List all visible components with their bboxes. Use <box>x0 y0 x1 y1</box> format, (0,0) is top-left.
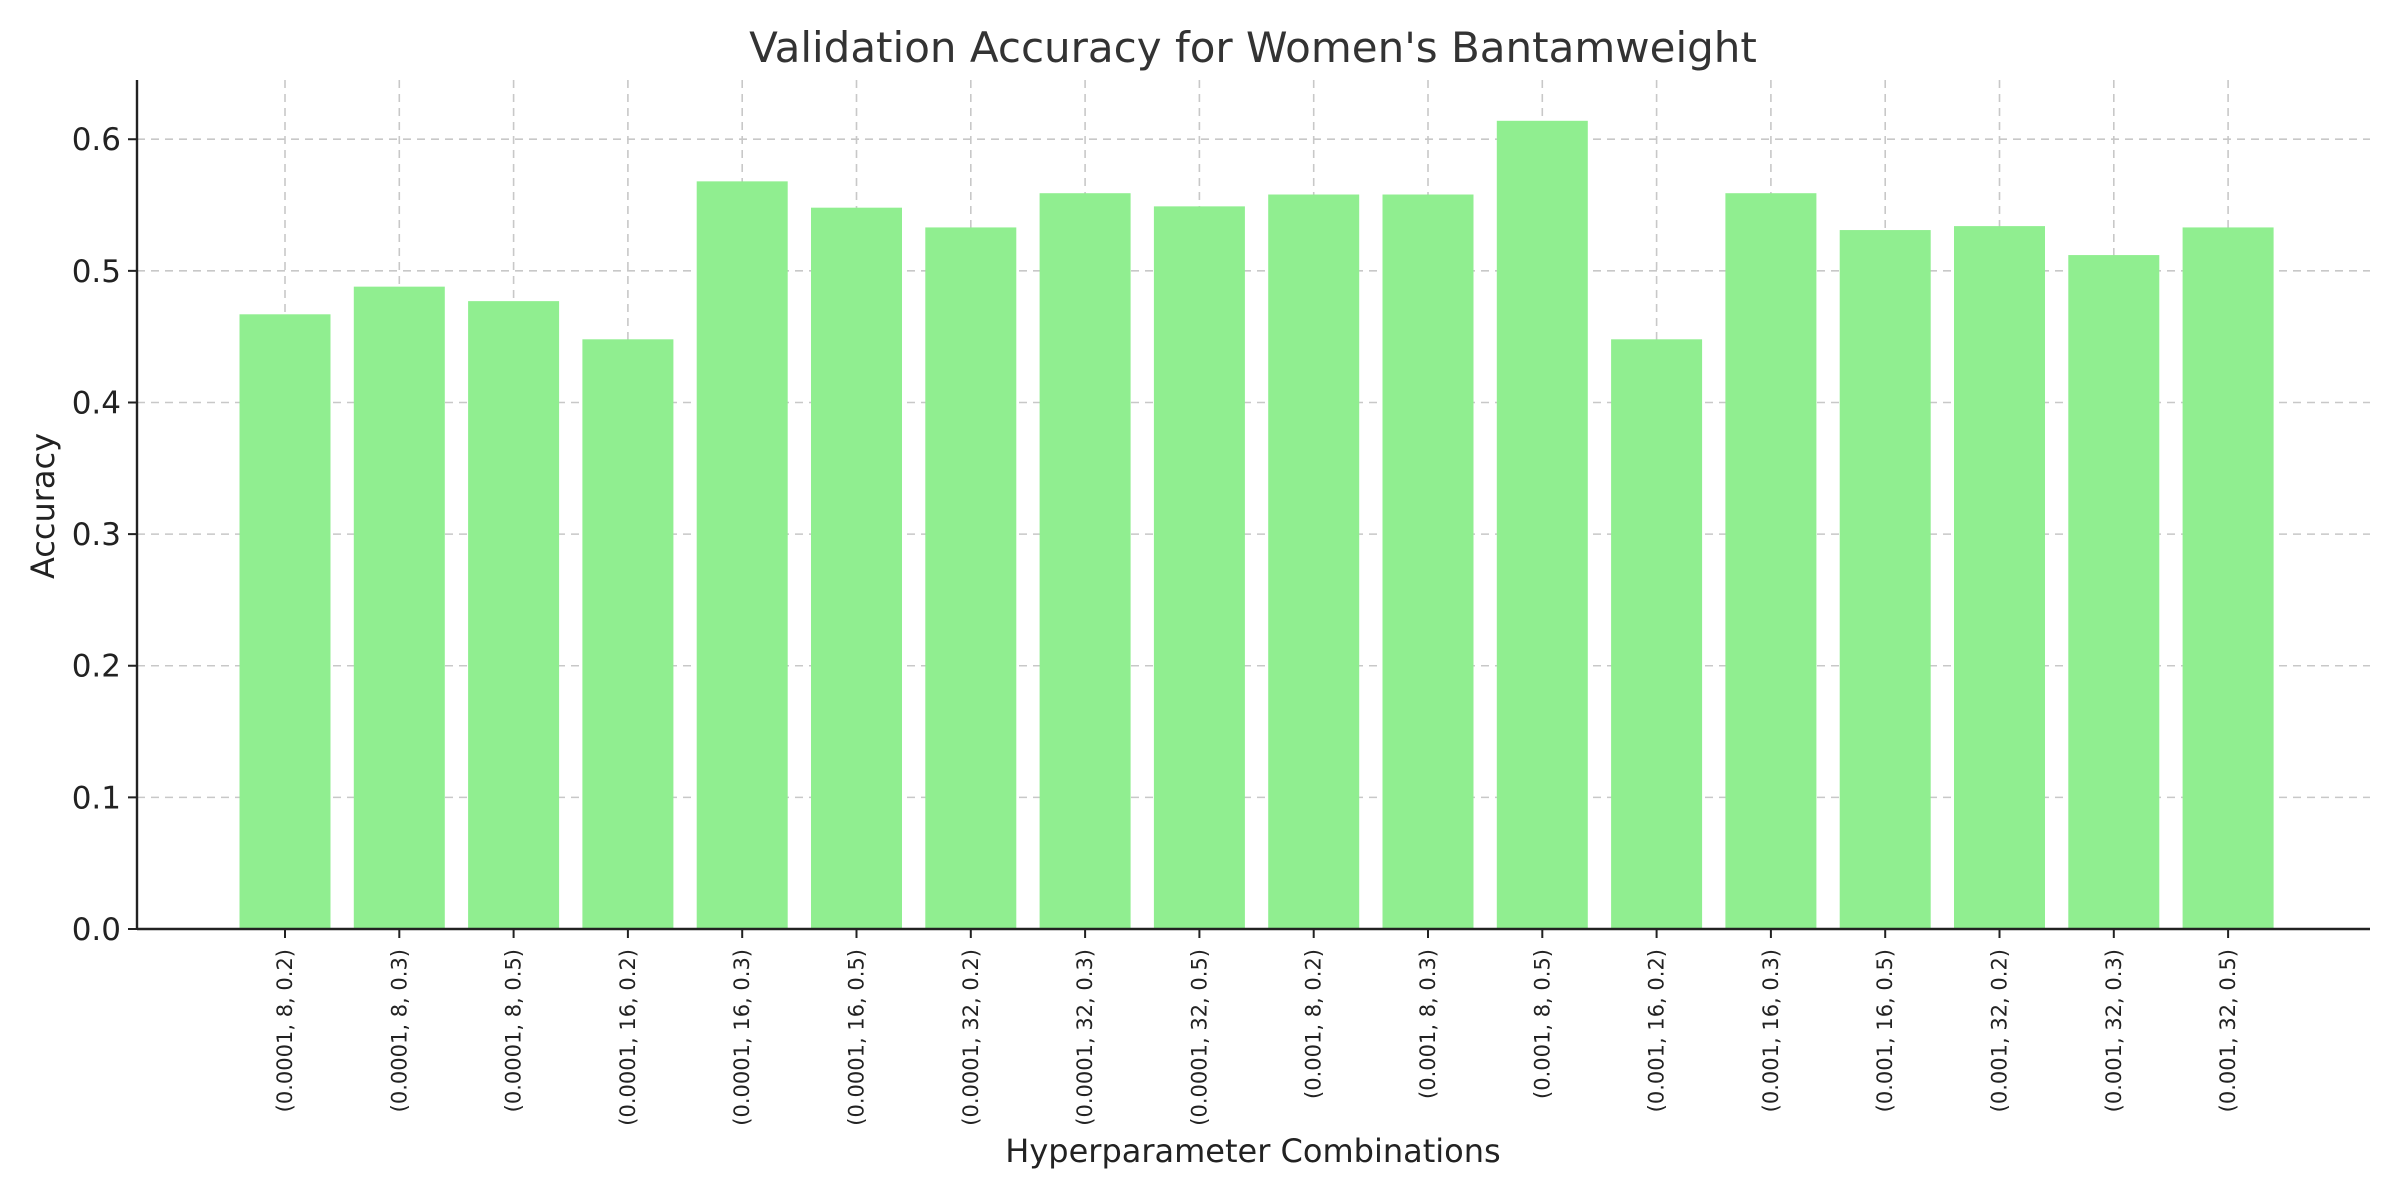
bar <box>2182 227 2274 930</box>
x-tick-label: (0.0001, 16, 0.2) <box>616 949 640 1126</box>
bars <box>239 120 2274 930</box>
x-tick-label: (0.0001, 16, 0.3) <box>730 949 754 1126</box>
y-tick-label: 0.2 <box>72 649 121 685</box>
bar <box>353 286 445 929</box>
x-tick-label: (0.001, 16, 0.5) <box>1873 949 1897 1112</box>
x-tick-label: (0.001, 8, 0.3) <box>1416 949 1440 1099</box>
y-tick-label: 0.3 <box>72 517 121 553</box>
chart-title: Validation Accuracy for Women's Bantamwe… <box>749 23 1757 72</box>
x-tick-label: (0.0001, 32, 0.5) <box>1187 949 1211 1126</box>
bar <box>1611 339 1703 929</box>
bar <box>1496 120 1588 930</box>
y-tick-label: 0.5 <box>72 254 121 290</box>
bar <box>925 227 1017 930</box>
x-tick-label: (0.0001, 8, 0.2) <box>273 949 297 1112</box>
bar <box>811 207 902 929</box>
bar <box>1039 193 1131 929</box>
y-axis-ticks: 0.0 0.1 0.2 0.3 0.4 0.5 0.6 <box>72 122 137 948</box>
bar <box>1839 230 1931 930</box>
x-tick-label: (0.0001, 8, 0.3) <box>387 949 411 1112</box>
x-tick-label: (0.001, 32, 0.5) <box>2216 949 2240 1112</box>
bar <box>239 314 331 929</box>
bar <box>1268 194 1360 929</box>
x-tick-label: (0.0001, 8, 0.5) <box>502 949 526 1112</box>
x-tick-label: (0.001, 16, 0.2) <box>1645 949 1669 1112</box>
x-tick-label: (0.001, 32, 0.2) <box>1988 949 2012 1112</box>
bar <box>696 181 788 929</box>
x-tick-label: (0.0001, 32, 0.3) <box>1073 949 1097 1126</box>
y-tick-label: 0.4 <box>72 385 121 421</box>
x-tick-label: (0.001, 16, 0.3) <box>1759 949 1783 1112</box>
bar <box>2068 255 2160 929</box>
bar <box>582 339 674 929</box>
x-axis-label: Hyperparameter Combinations <box>1005 1132 1500 1170</box>
y-tick-label: 0.6 <box>72 122 121 158</box>
y-tick-label: 0.1 <box>72 780 121 816</box>
x-axis-ticks: (0.0001, 8, 0.2) (0.0001, 8, 0.3) (0.0001,… <box>273 929 2240 1126</box>
x-tick-label: (0.0001, 32, 0.2) <box>959 949 983 1126</box>
x-tick-label: (0.001, 8, 0.2) <box>1302 949 1326 1099</box>
bar <box>468 301 560 929</box>
bar <box>1954 226 2045 929</box>
bar <box>1382 194 1474 929</box>
x-tick-label: (0.0001, 16, 0.5) <box>845 949 869 1126</box>
axes <box>135 80 2370 931</box>
bar <box>1725 193 1817 929</box>
y-tick-label: 0.0 <box>72 912 121 948</box>
x-tick-label: (0.001, 32, 0.3) <box>2102 949 2126 1112</box>
bar <box>1153 206 1245 929</box>
y-axis-label: Accuracy <box>24 433 62 579</box>
x-tick-label: (0.001, 8, 0.5) <box>1530 949 1554 1099</box>
